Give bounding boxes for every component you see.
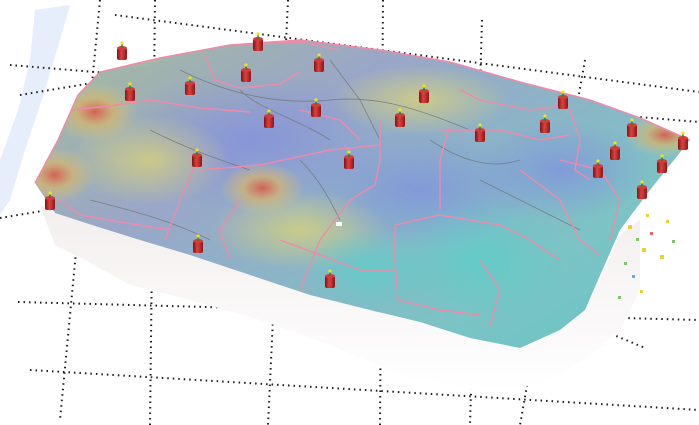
well-marker-icon[interactable] [325,269,335,288]
fault-lines [89,59,581,241]
well-marker-icon[interactable] [419,84,429,103]
water-streak [0,5,70,215]
well-marker-icon[interactable] [475,123,485,142]
well-marker-icon[interactable] [314,53,324,72]
well-marker-icon[interactable] [253,32,263,51]
well-marker-icon[interactable] [344,150,354,169]
well-marker-icon[interactable] [125,82,135,101]
well-marker-icon[interactable] [311,98,321,117]
well-marker-icon[interactable] [610,141,620,160]
well-marker-icon[interactable] [264,109,274,128]
well-marker-icon[interactable] [241,63,251,82]
well-markers[interactable] [45,32,688,288]
well-marker-icon[interactable] [637,180,647,199]
terrain-outline [34,39,691,184]
terrain-base [40,205,640,390]
well-marker-icon[interactable] [395,108,405,127]
well-marker-icon[interactable] [678,131,688,150]
well-marker-icon[interactable] [627,118,637,137]
well-marker-icon[interactable] [192,148,202,167]
well-marker-icon[interactable] [540,114,550,133]
well-marker-icon[interactable] [593,159,603,178]
well-marker-icon[interactable] [45,191,55,210]
well-marker-icon[interactable] [558,90,568,109]
debris-points [336,214,675,299]
well-marker-icon[interactable] [117,41,127,60]
well-marker-icon[interactable] [185,76,195,95]
well-marker-icon[interactable] [657,154,667,173]
well-marker-icon[interactable] [193,234,203,253]
